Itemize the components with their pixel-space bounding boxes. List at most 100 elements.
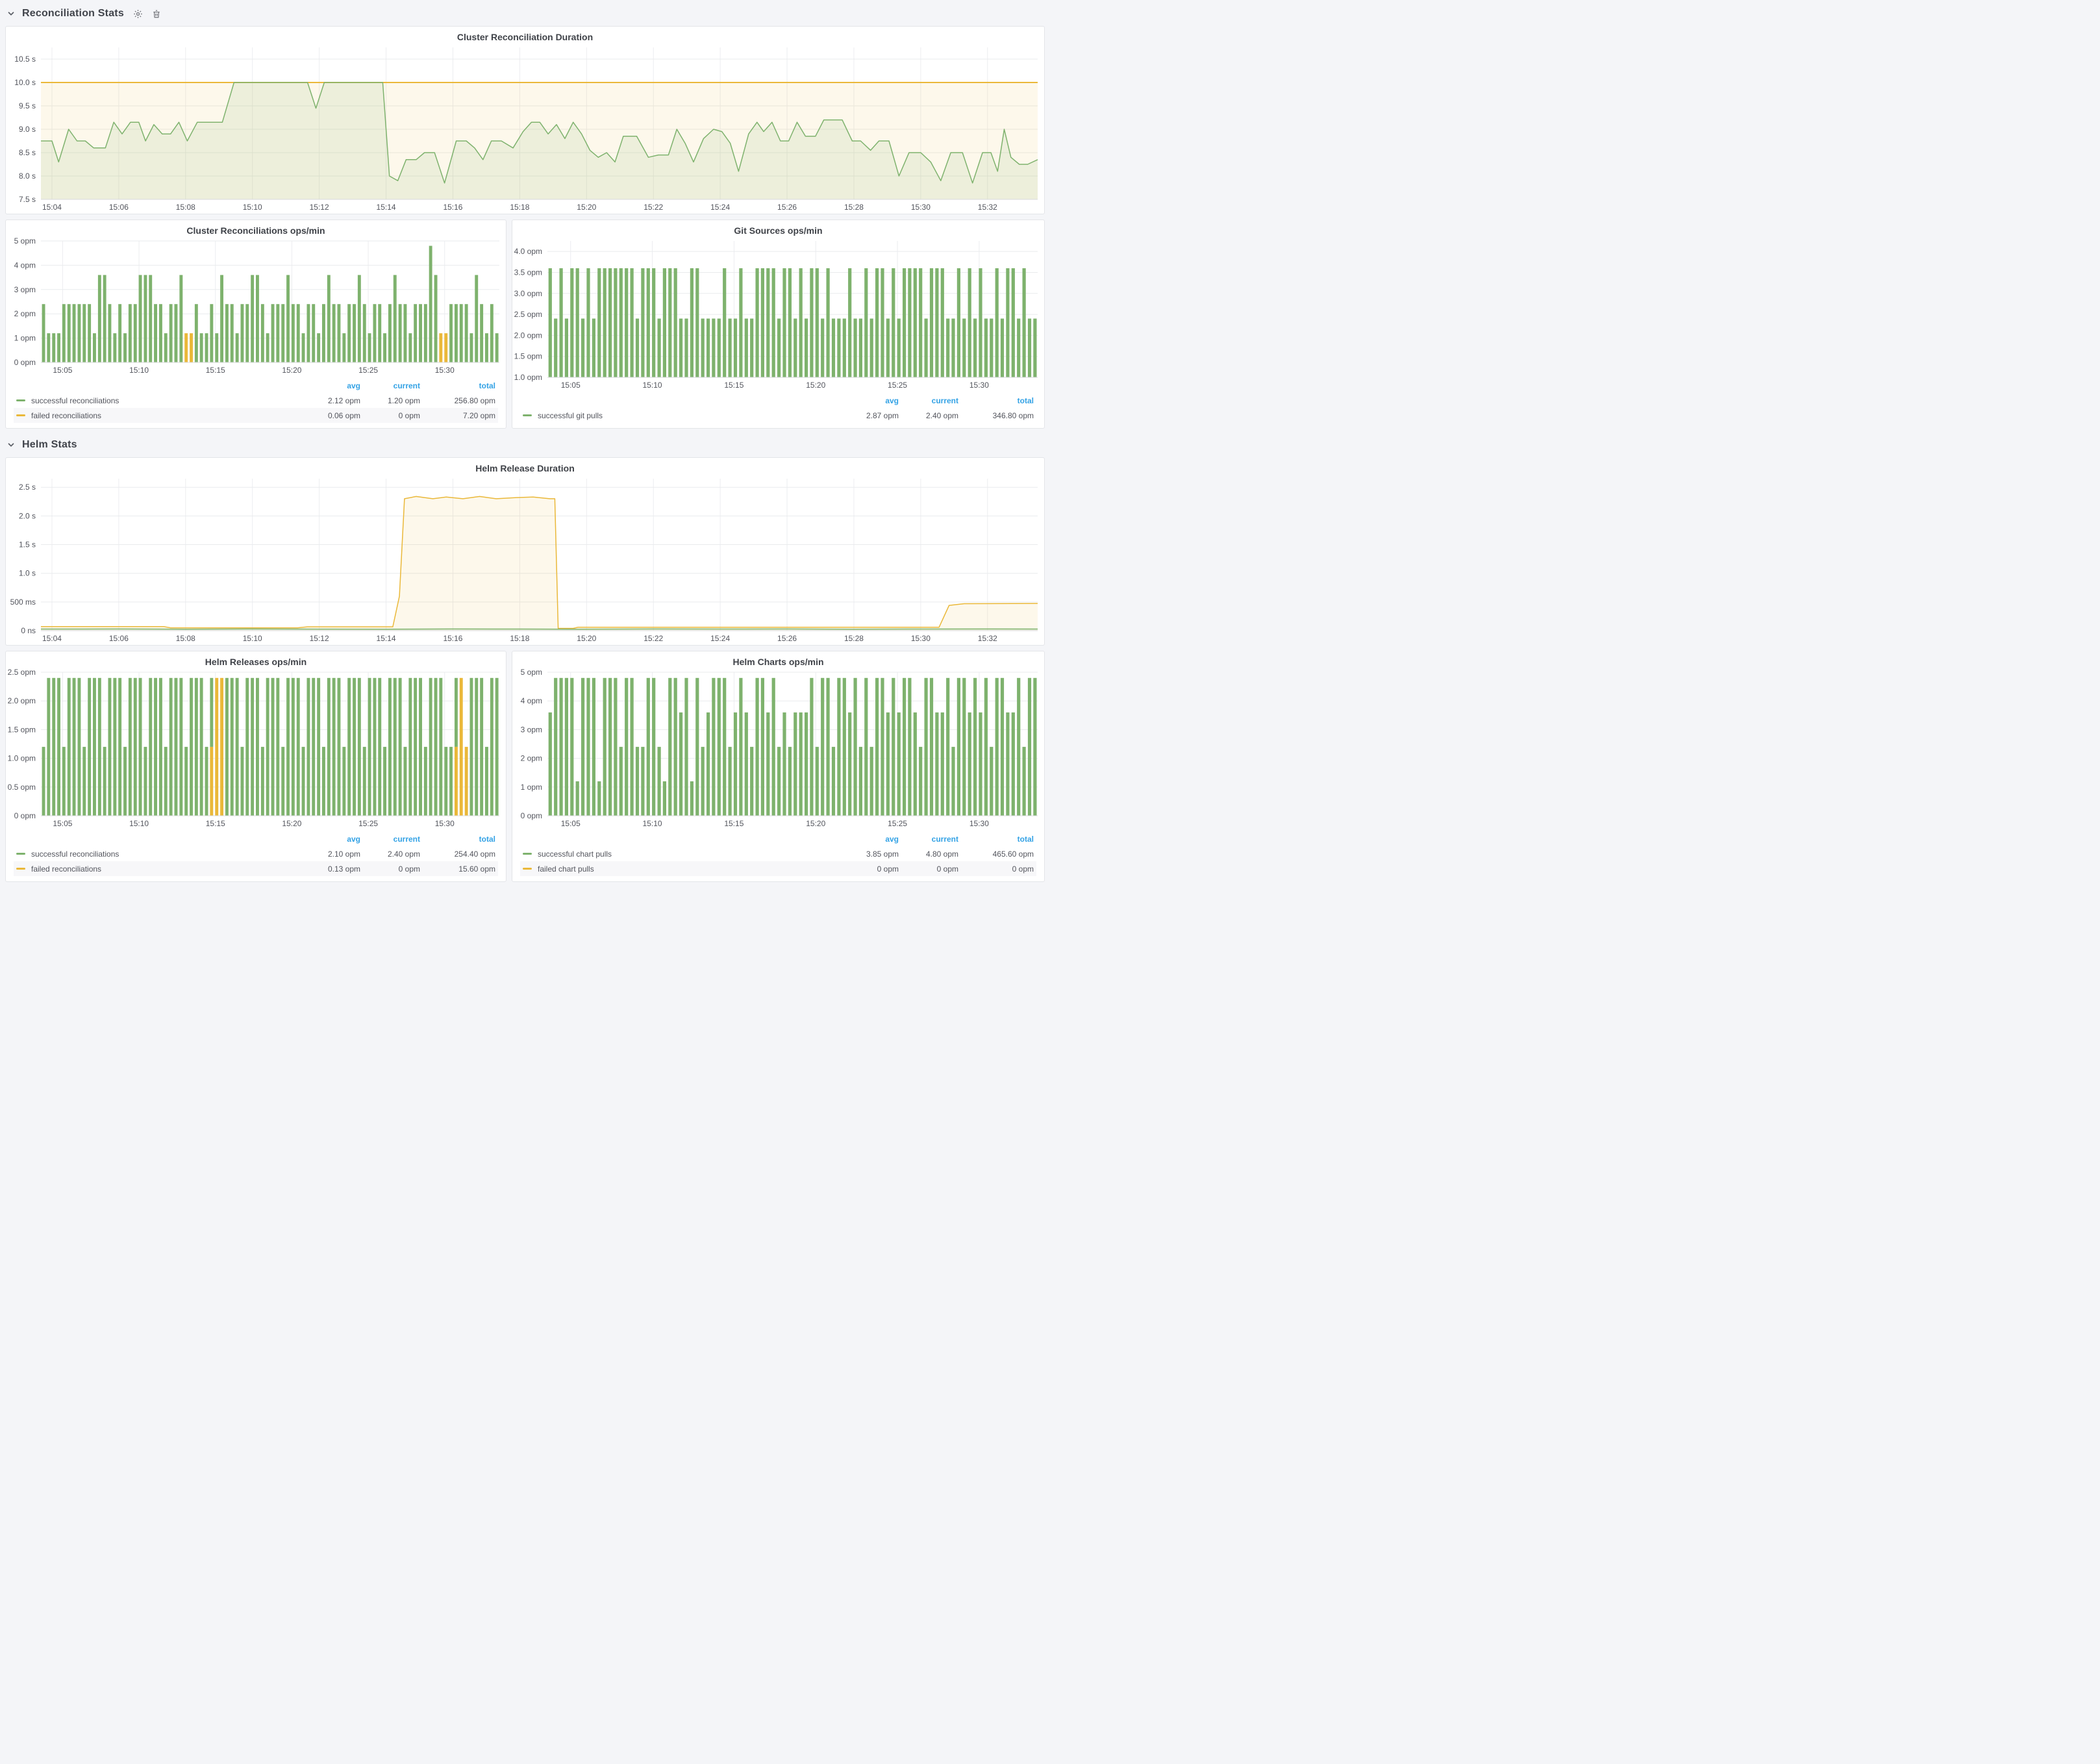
legend-series-label[interactable]: successful reconciliations — [16, 850, 301, 859]
legend-total-value: 465.60 opm — [958, 850, 1034, 859]
trash-icon[interactable] — [152, 9, 161, 19]
legend-sort-total[interactable]: total — [420, 381, 495, 390]
legend-series-label[interactable]: failed reconciliations — [16, 411, 301, 420]
svg-text:15:04: 15:04 — [42, 634, 62, 643]
row-cluster-duration: Cluster Reconciliation Duration 7.5 s8.0… — [5, 26, 1045, 214]
helm-charts-ops-chart[interactable]: 0 opm1 opm2 opm3 opm4 opm5 opm15:0515:10… — [512, 667, 1044, 830]
svg-text:15:30: 15:30 — [435, 366, 455, 375]
series-color-dash-icon — [16, 414, 25, 416]
svg-text:15:25: 15:25 — [358, 819, 378, 828]
panel-helm-releases-ops: Helm Releases ops/min 0 opm 0.5 opm 1.0 op… — [5, 651, 506, 882]
helm-charts-legend: avgcurrenttotalsuccessful chart pulls3.8… — [512, 830, 1044, 881]
svg-text:15:26: 15:26 — [777, 203, 797, 212]
svg-text:2.0 opm: 2.0 opm — [514, 331, 542, 340]
svg-text:15:20: 15:20 — [282, 819, 301, 828]
svg-text:15:30: 15:30 — [911, 203, 931, 212]
svg-text:15:26: 15:26 — [777, 634, 797, 643]
chevron-down-icon[interactable] — [6, 9, 16, 18]
legend-sort-avg[interactable]: avg — [301, 835, 360, 844]
svg-text:15:22: 15:22 — [644, 203, 663, 212]
legend-series-label[interactable]: failed reconciliations — [16, 864, 301, 874]
svg-text:15:20: 15:20 — [282, 366, 301, 375]
section-title[interactable]: Helm Stats — [22, 439, 77, 451]
svg-text:15:30: 15:30 — [435, 819, 455, 828]
section-header-reconciliation[interactable]: Reconciliation Stats — [6, 4, 1045, 23]
panel-title[interactable]: Cluster Reconciliation Duration — [6, 27, 1044, 42]
svg-text:15:06: 15:06 — [109, 203, 129, 212]
legend-sort-total[interactable]: total — [958, 396, 1034, 405]
legend-header-row: avgcurrenttotal — [14, 378, 498, 393]
svg-text:1.0 opm: 1.0 opm — [514, 373, 542, 382]
svg-text:15:16: 15:16 — [443, 634, 462, 643]
legend-series-label[interactable]: successful chart pulls — [523, 850, 839, 859]
helm-releases-ops-chart[interactable]: 0 opm0.5 opm1.0 opm1.5 opm2.0 opm2.5 opm… — [6, 667, 506, 830]
git-sources-ops-chart[interactable]: 1.0 opm1.5 opm2.0 opm2.5 opm3.0 opm3.5 o… — [512, 236, 1044, 392]
svg-text:9.5 s: 9.5 s — [19, 101, 36, 110]
legend-series-label[interactable]: failed chart pulls — [523, 864, 839, 874]
section-header-helm[interactable]: Helm Stats — [6, 435, 1045, 455]
svg-text:15:30: 15:30 — [969, 819, 989, 828]
svg-text:15:20: 15:20 — [806, 819, 825, 828]
svg-text:1.5 opm: 1.5 opm — [8, 725, 36, 734]
section-title[interactable]: Reconciliation Stats — [22, 8, 124, 19]
svg-text:3 opm: 3 opm — [521, 725, 542, 734]
legend-sort-avg[interactable]: avg — [839, 835, 899, 844]
svg-text:15:28: 15:28 — [844, 634, 864, 643]
svg-text:15:25: 15:25 — [888, 381, 907, 390]
svg-text:15:30: 15:30 — [969, 381, 989, 390]
cluster-reconciliations-ops-chart[interactable]: 0 opm1 opm2 opm3 opm4 opm5 opm15:0515:10… — [6, 236, 506, 377]
legend-sort-total[interactable]: total — [958, 835, 1034, 844]
svg-text:4.0 opm: 4.0 opm — [514, 247, 542, 256]
legend-header-row: avgcurrenttotal — [14, 831, 498, 846]
chevron-down-icon[interactable] — [6, 440, 16, 449]
gear-icon[interactable] — [133, 9, 143, 19]
svg-text:0 opm: 0 opm — [14, 811, 36, 820]
svg-text:0.5 opm: 0.5 opm — [8, 783, 36, 792]
legend-series-label[interactable]: successful git pulls — [523, 411, 839, 420]
panel-cluster-reconciliations-ops: Cluster Reconciliations ops/min 0 opm1 o… — [5, 220, 506, 429]
svg-text:15:15: 15:15 — [206, 819, 225, 828]
series-color-dash-icon — [16, 853, 25, 855]
svg-text:1.0 opm: 1.0 opm — [8, 754, 36, 763]
svg-text:15:25: 15:25 — [358, 366, 378, 375]
legend-avg-value: 2.12 opm — [301, 396, 360, 405]
helm-release-duration-chart[interactable]: 0 ns500 ms1.0 s1.5 s2.0 s2.5 s15:0415:06… — [6, 473, 1044, 645]
svg-text:15:14: 15:14 — [377, 634, 396, 643]
cluster-reconciliation-duration-chart[interactable]: 7.5 s8.0 s8.5 s9.0 s9.5 s10.0 s10.5 s15:… — [6, 42, 1044, 214]
series-color-dash-icon — [16, 399, 25, 401]
svg-text:1.0 s: 1.0 s — [19, 569, 36, 578]
legend-sort-current[interactable]: current — [360, 835, 420, 844]
svg-text:15:15: 15:15 — [724, 819, 744, 828]
legend-row: successful git pulls2.87 opm2.40 opm346.… — [520, 408, 1036, 423]
panel-title[interactable]: Helm Charts ops/min — [512, 651, 1044, 667]
series-color-dash-icon — [523, 853, 532, 855]
svg-text:2.0 opm: 2.0 opm — [8, 696, 36, 705]
legend-total-value: 256.80 opm — [420, 396, 495, 405]
panel-title[interactable]: Cluster Reconciliations ops/min — [6, 220, 506, 236]
svg-text:15:32: 15:32 — [978, 634, 997, 643]
legend-sort-current[interactable]: current — [899, 396, 958, 405]
row-helm-duration: Helm Release Duration 0 ns500 ms1.0 s1.5… — [5, 457, 1045, 646]
panel-title[interactable]: Helm Release Duration — [6, 458, 1044, 473]
svg-text:1 opm: 1 opm — [14, 334, 36, 343]
legend-current-value: 1.20 opm — [360, 396, 420, 405]
legend-avg-value: 0.13 opm — [301, 864, 360, 874]
legend-sort-total[interactable]: total — [420, 835, 495, 844]
svg-text:15:05: 15:05 — [561, 381, 581, 390]
svg-text:15:06: 15:06 — [109, 634, 129, 643]
svg-text:8.5 s: 8.5 s — [19, 148, 36, 157]
panel-helm-charts-ops: Helm Charts ops/min 0 opm1 opm2 opm3 opm… — [512, 651, 1045, 882]
legend-avg-value: 0 opm — [839, 864, 899, 874]
legend-sort-current[interactable]: current — [360, 381, 420, 390]
svg-text:15:25: 15:25 — [888, 819, 907, 828]
panel-title[interactable]: Helm Releases ops/min — [6, 651, 506, 667]
legend-sort-avg[interactable]: avg — [301, 381, 360, 390]
legend-sort-avg[interactable]: avg — [839, 396, 899, 405]
svg-text:3.0 opm: 3.0 opm — [514, 289, 542, 298]
legend-sort-current[interactable]: current — [899, 835, 958, 844]
legend-series-label[interactable]: successful reconciliations — [16, 396, 301, 405]
svg-text:5 opm: 5 opm — [521, 668, 542, 677]
svg-text:9.0 s: 9.0 s — [19, 125, 36, 134]
legend-total-value: 346.80 opm — [958, 411, 1034, 420]
panel-title[interactable]: Git Sources ops/min — [512, 220, 1044, 236]
